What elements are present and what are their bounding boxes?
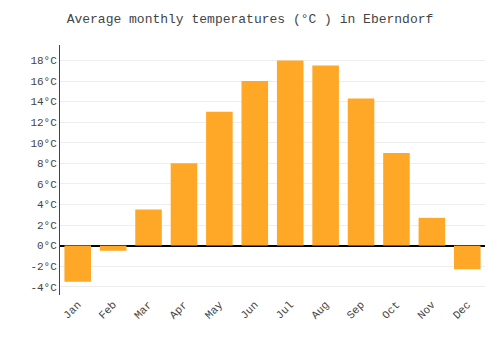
svg-text:8°C: 8°C xyxy=(37,158,57,170)
svg-text:Mar: Mar xyxy=(132,299,154,321)
svg-text:-2°C: -2°C xyxy=(30,261,57,273)
svg-text:May: May xyxy=(203,299,226,322)
svg-text:12°C: 12°C xyxy=(30,117,57,129)
svg-text:Oct: Oct xyxy=(380,299,402,321)
svg-text:Apr: Apr xyxy=(167,299,189,321)
svg-text:2°C: 2°C xyxy=(37,220,57,232)
svg-text:Feb: Feb xyxy=(97,299,119,321)
svg-text:Average monthly temperatures (: Average monthly temperatures (°C ) in Eb… xyxy=(67,12,434,27)
svg-text:14°C: 14°C xyxy=(30,96,57,108)
svg-text:Sep: Sep xyxy=(345,299,367,321)
svg-text:Dec: Dec xyxy=(451,299,473,321)
svg-text:16°C: 16°C xyxy=(30,76,57,88)
svg-text:4°C: 4°C xyxy=(37,199,57,211)
svg-text:0°C: 0°C xyxy=(37,240,57,252)
svg-text:6°C: 6°C xyxy=(37,179,57,191)
svg-text:-4°C: -4°C xyxy=(30,282,57,294)
svg-text:18°C: 18°C xyxy=(30,55,57,67)
svg-text:Jan: Jan xyxy=(61,299,83,321)
svg-text:Jun: Jun xyxy=(238,299,260,321)
svg-text:Jul: Jul xyxy=(274,299,296,321)
svg-text:Nov: Nov xyxy=(415,299,438,322)
svg-text:Aug: Aug xyxy=(309,299,331,321)
svg-text:10°C: 10°C xyxy=(30,138,57,150)
